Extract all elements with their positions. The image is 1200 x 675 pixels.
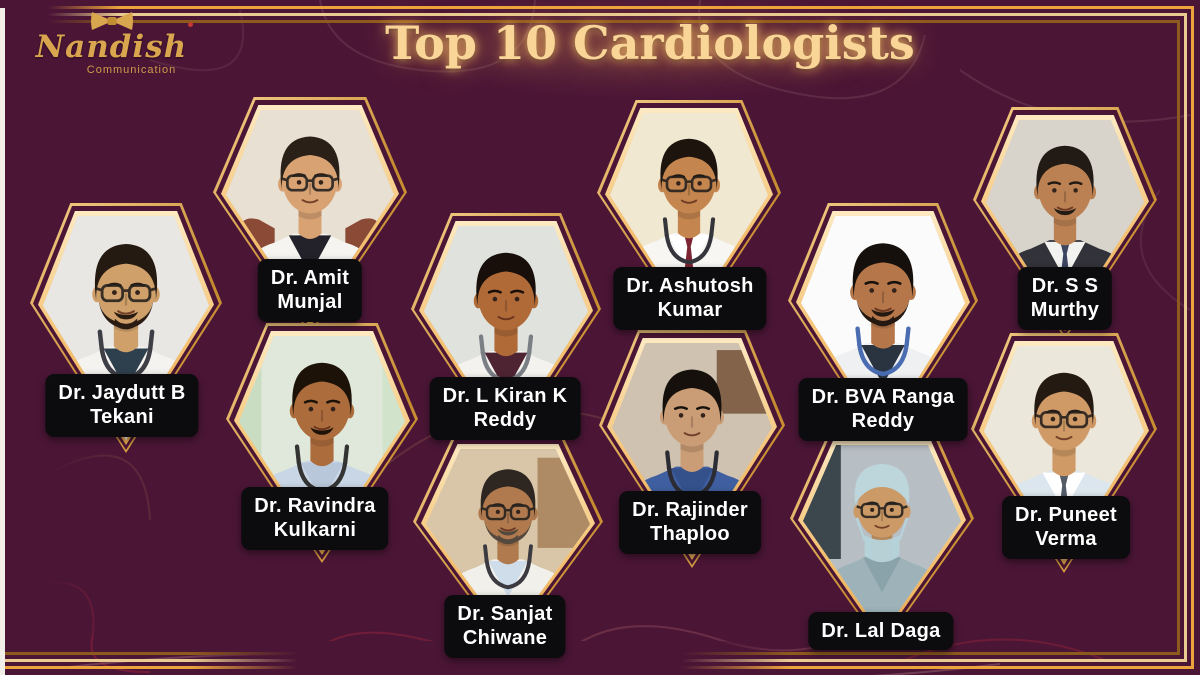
doctor-name-label: Dr. L Kiran K Reddy [429,377,581,440]
doctor-name-label: Dr. Lal Daga [808,612,954,651]
doctor-name-label: Dr. Puneet Verma [1002,496,1130,559]
doctor-name-label: Dr. Sanjat Chiwane [444,595,566,658]
logo-red-dot [188,22,193,27]
doctor-name-label: Dr. S S Murthy [1017,267,1113,330]
doctor-name-label: Dr. Ravindra Kulkarni [241,487,389,550]
doctor-photo [803,445,961,635]
doctor-name-label: Dr. Rajinder Thaploo [619,491,761,554]
logo-name: Nandish [35,29,188,65]
doctor-name-label: Dr. Amit Munjal [257,259,363,322]
page-title: Top 10 Cardiologists [385,16,915,70]
title-glow [380,0,920,100]
doctor-name-label: Dr. BVA Ranga Reddy [798,378,968,441]
logo: Nandish Communication [14,10,209,76]
doctor-name-label: Dr. Ashutosh Kumar [613,267,767,330]
left-edge-strip [0,8,5,675]
doctor-name-label: Dr. Jaydutt B Tekani [45,374,199,437]
logo-subtitle: Communication [86,64,177,76]
